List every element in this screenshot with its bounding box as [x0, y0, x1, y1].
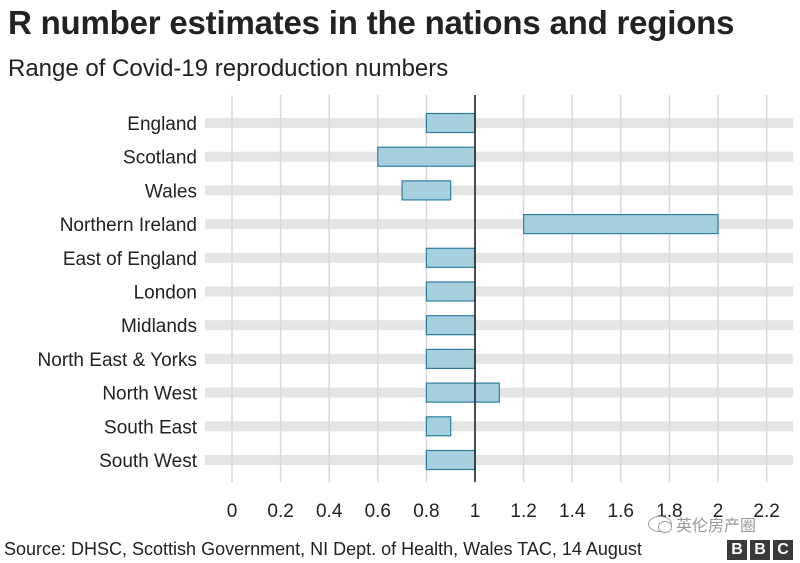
row-band: [205, 219, 793, 230]
bbc-logo-block: B: [750, 540, 770, 560]
tick-label: 0: [227, 501, 238, 522]
category-label: North West: [102, 384, 197, 405]
tick-label: 0.6: [365, 501, 391, 522]
source-note: Source: DHSC, Scottish Government, NI De…: [4, 539, 642, 559]
category-label: North East & Yorks: [38, 350, 197, 371]
chart-subtitle: Range of Covid-19 reproduction numbers: [8, 55, 449, 82]
watermark: 英伦房产圈: [648, 512, 756, 536]
tick-label: 2.2: [753, 501, 779, 522]
row-band: [205, 353, 793, 364]
wechat-icon: [648, 516, 672, 533]
range-bar: [425, 112, 476, 134]
chart-title: R number estimates in the nations and re…: [8, 4, 735, 41]
tick-label: 1.4: [559, 501, 586, 522]
range-bar: [425, 382, 500, 403]
range-bar: [425, 416, 452, 437]
row-band: [205, 185, 793, 196]
tick-label: 1.6: [608, 501, 634, 522]
range-bar: [522, 214, 719, 235]
range-bar: [377, 146, 476, 167]
row-band: [205, 286, 793, 297]
row-band: [205, 455, 793, 465]
tick-label: 1: [470, 501, 481, 522]
category-label: Northern Ireland: [60, 215, 197, 236]
bbc-logo: B B C: [727, 540, 793, 560]
row-band: [205, 252, 793, 263]
range-bar: [425, 247, 476, 268]
watermark-text: 英伦房产圈: [676, 518, 757, 535]
category-label: Midlands: [121, 316, 197, 337]
range-bar: [425, 449, 476, 471]
range-bar: [425, 348, 476, 369]
category-label: England: [127, 114, 197, 135]
bbc-logo-block: B: [727, 540, 747, 560]
category-label: East of England: [63, 249, 197, 270]
row-band: [205, 151, 793, 162]
tick-label: 2: [713, 501, 724, 522]
category-label: London: [134, 283, 197, 304]
row-band: [205, 421, 793, 432]
tick-label: 0.2: [267, 501, 293, 522]
bbc-logo-block: C: [773, 540, 793, 560]
row-band: [205, 320, 793, 331]
category-label: South West: [99, 451, 198, 472]
tick-label: 0.4: [316, 501, 343, 522]
range-bar: [425, 281, 476, 302]
category-label: South East: [104, 417, 198, 438]
tick-label: 0.8: [413, 501, 439, 522]
category-label: Wales: [145, 181, 197, 202]
category-label: Scotland: [123, 148, 197, 169]
range-bar: [401, 180, 452, 201]
range-bar: [425, 315, 476, 336]
tick-label: 1.2: [510, 501, 536, 522]
row-band: [205, 118, 793, 128]
